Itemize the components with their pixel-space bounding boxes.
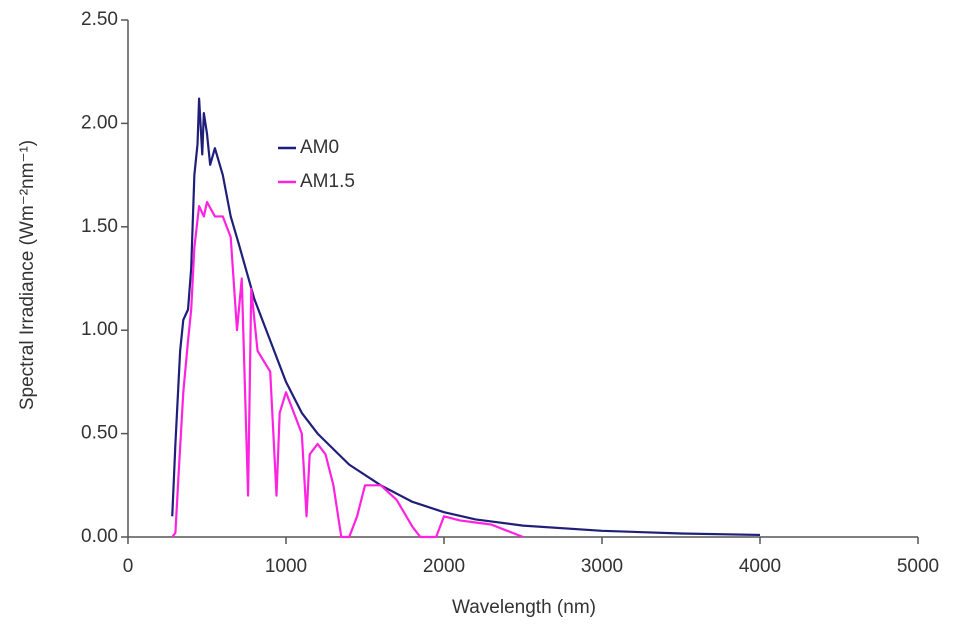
y-axis-label: Spectral Irradiance (Wm⁻²nm⁻¹) <box>17 140 38 410</box>
y-tick-label: 2.50 <box>81 9 118 30</box>
x-tick-label: 3000 <box>581 556 623 577</box>
x-tick-label: 1000 <box>265 556 307 577</box>
legend-label: AM1.5 <box>300 171 355 192</box>
x-axis-label: Wavelength (nm) <box>452 597 596 618</box>
y-tick-label: 1.00 <box>81 319 118 340</box>
x-tick-label: 5000 <box>897 556 939 577</box>
line <box>171 97 761 537</box>
y-tick-label: 1.50 <box>81 216 118 237</box>
y-tick-label: 0.00 <box>81 526 118 547</box>
y-tick-label: 0.50 <box>81 423 118 444</box>
x-tick-label: 2000 <box>423 556 465 577</box>
x-tick-label: 0 <box>123 556 134 577</box>
x-tick-label: 4000 <box>739 556 781 577</box>
legend-label: AM0 <box>300 137 339 158</box>
y-tick-label: 2.00 <box>81 112 118 133</box>
line <box>171 200 524 539</box>
